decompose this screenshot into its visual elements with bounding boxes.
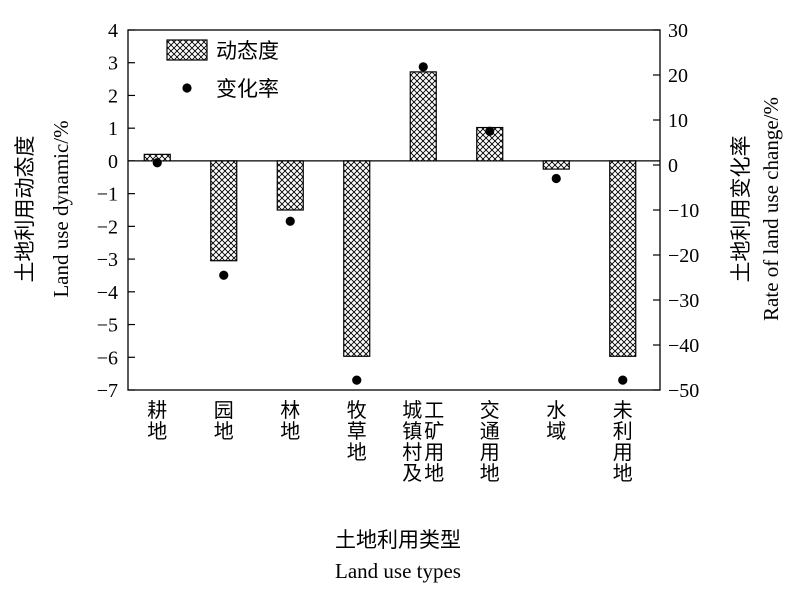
data-point [551,173,561,184]
category-char: 通 [480,419,500,443]
left-tick-label: 2 [108,85,118,107]
category-char: 地 [214,419,234,443]
category-char: 地 [480,461,500,485]
category-char: 域 [546,419,566,443]
category-char: 工 [424,398,444,422]
category-char: 林 [280,398,300,422]
category-label: 耕地 [147,398,167,443]
data-point [352,375,362,385]
left-tick-label: −6 [97,347,118,369]
left-tick-label: 3 [108,53,118,75]
category-char: 地 [280,419,300,443]
category-char: 地 [424,461,444,485]
legend: 动态度 变化率 [166,39,279,101]
right-tick-label: −10 [668,200,699,222]
x-axis-title-en: Land use types [335,559,461,583]
left-tick-label: −2 [97,216,118,238]
category-label: 园地 [214,398,234,443]
legend-point-swatch [182,83,192,93]
category-char: 地 [613,461,633,485]
plot-frame [127,29,661,391]
category-char: 未 [613,398,633,422]
left-tick-label: −1 [97,184,118,206]
category-char: 城 [402,398,422,422]
category-char: 交 [480,398,500,422]
x-axis-title-cn: 土地利用类型 [335,528,461,552]
category-char: 园 [214,398,234,422]
left-tick-label: 4 [108,20,118,42]
category-char: 水 [546,398,566,422]
category-char: 耕 [147,398,167,422]
category-char: 用 [480,440,500,464]
category-char: 地 [147,419,167,443]
category-char: 牧 [347,398,367,422]
right-tick-label: 20 [668,65,688,87]
bar [276,160,304,211]
category-label: 林地 [280,398,300,443]
category-char: 用 [424,440,444,464]
category-label: 牧草地 [347,398,367,464]
left-axis-title-cn: 土地利用动态度 [13,136,37,283]
legend-bar-label: 动态度 [216,39,279,63]
bar [609,160,637,357]
data-point [285,216,295,226]
right-tick-label: −30 [668,290,699,312]
data-point [152,158,162,168]
right-tick-label: −40 [668,335,699,357]
legend-point-label: 变化率 [216,77,279,101]
right-tick-label: 10 [668,110,688,132]
legend-bar-swatch [166,39,208,61]
left-axis-title-en: Land use dynamic/% [49,120,73,297]
data-point [485,126,495,136]
right-axis-ticks: 30 20 10 0 −10 −20 −30 −40 −50 [653,20,699,402]
category-char: 地 [347,440,367,464]
left-axis-ticks: 4 3 2 1 0 −1 −2 −3 −4 −5 −6 −7 [97,20,135,402]
right-tick-label: −20 [668,245,699,267]
category-char: 草 [347,419,367,443]
right-axis-title-cn: 土地利用变化率 [729,136,753,283]
scatter-series [152,62,628,385]
bar [343,160,371,357]
right-axis-title-en: Rate of land use change/% [759,97,783,321]
left-tick-label: 0 [108,151,118,173]
category-char: 利 [613,419,633,443]
bar [409,71,437,162]
plot-area [127,29,661,391]
left-tick-label: −3 [97,249,118,271]
data-point [418,62,428,72]
right-tick-label: 0 [668,155,678,177]
category-char: 镇 [402,419,422,443]
left-tick-label: −4 [97,282,118,304]
bar [210,160,238,262]
left-tick-label: −7 [97,380,118,402]
right-tick-label: 30 [668,20,688,42]
data-point [618,375,628,385]
bar-series [143,71,637,357]
left-tick-label: 1 [108,118,118,140]
category-char: 矿 [424,419,444,443]
category-char: 用 [613,440,633,464]
category-char: 及 [402,461,422,485]
category-char: 村 [402,440,422,464]
category-label: 水域 [546,398,566,443]
data-point [219,270,229,280]
bar [542,160,570,170]
left-tick-label: −5 [97,315,118,337]
right-tick-label: −50 [668,380,699,402]
